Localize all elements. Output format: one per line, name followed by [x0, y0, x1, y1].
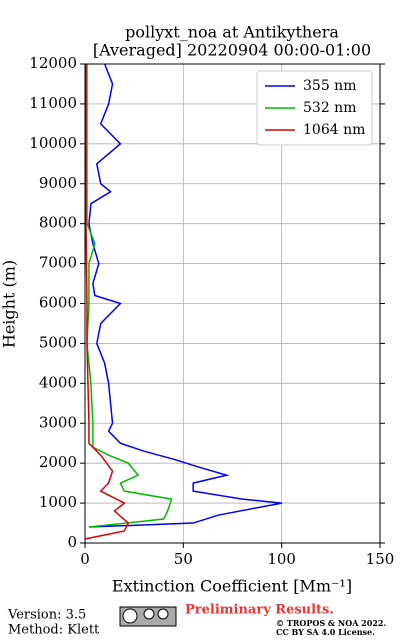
y-tick-label: 8000: [39, 214, 77, 232]
y-tick-label: 5000: [39, 333, 77, 351]
status: Preliminary Results.: [185, 603, 334, 618]
y-tick-label: 1000: [39, 493, 77, 511]
legend-label: 355 nm: [303, 78, 356, 94]
y-tick-label: 4000: [39, 373, 77, 391]
y-tick-label: 0: [67, 533, 77, 551]
y-tick-label: 7000: [39, 254, 77, 272]
legend-label: 1064 nm: [303, 122, 365, 138]
x-tick-label: 150: [366, 550, 395, 568]
legend-label: 532 nm: [303, 100, 356, 116]
profile-line: [88, 63, 282, 528]
license: CC BY SA 4.0 License.: [276, 627, 375, 637]
logo-sa: [157, 608, 169, 620]
chart-subtitle: [Averaged] 20220904 00:00-01:00: [93, 41, 371, 60]
y-tick-label: 12000: [29, 54, 77, 72]
y-tick-label: 11000: [29, 94, 77, 112]
copyright: © TROPOS & NOA 2022.: [276, 618, 386, 628]
x-tick-label: 100: [267, 550, 296, 568]
cc-logo: [119, 606, 177, 627]
x-tick-label: 0: [80, 550, 90, 568]
y-tick-label: 9000: [39, 174, 77, 192]
y-tick-label: 6000: [39, 294, 77, 312]
x-tick-label: 50: [174, 550, 193, 568]
version: Version: 3.5: [7, 608, 86, 623]
logo-cc: [122, 608, 138, 624]
legend-box: [256, 70, 373, 146]
plot-frame: [84, 63, 381, 544]
legend: 355 nm 532 nm 1064 nm: [256, 70, 373, 146]
x-axis-label: Extinction Coefficient [Mm⁻¹]: [112, 577, 352, 596]
method: Method: Klett: [8, 623, 100, 638]
profile-line: [86, 64, 173, 528]
y-tick-label: 2000: [39, 453, 77, 471]
logo-by: [143, 608, 155, 620]
y-tick-label: 3000: [39, 413, 77, 431]
y-axis-label: Height (m): [0, 260, 19, 348]
profile-line: [84, 64, 130, 540]
y-tick-label: 10000: [29, 134, 77, 152]
chart-title: pollyxt_noa at Antikythera: [125, 23, 339, 42]
